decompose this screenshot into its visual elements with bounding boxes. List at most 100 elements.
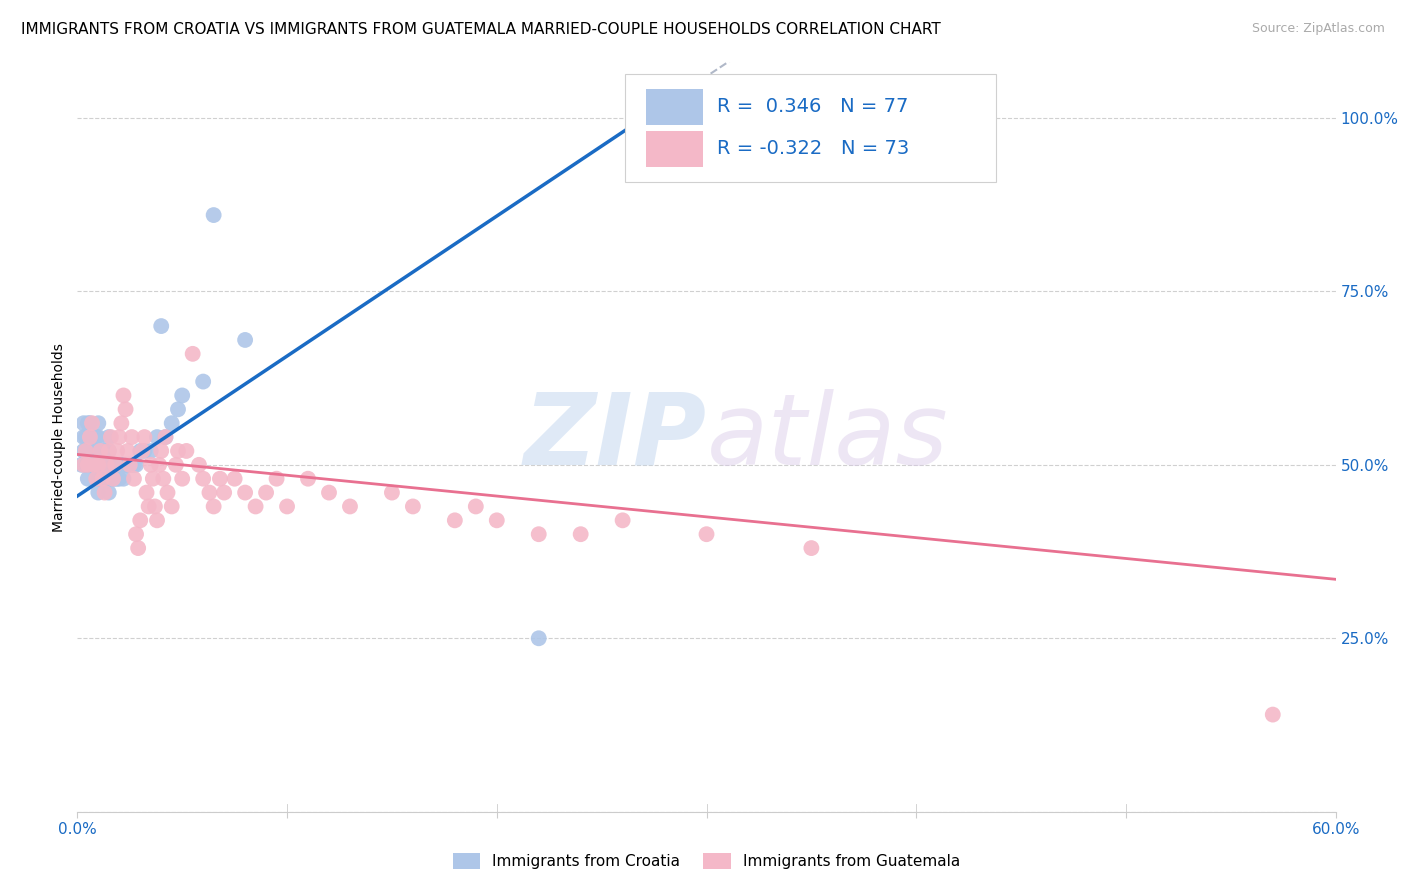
Point — [122, 472, 145, 486]
Text: atlas: atlas — [707, 389, 948, 485]
Point — [91, 472, 114, 486]
Point — [127, 541, 149, 555]
Y-axis label: Married-couple Households: Married-couple Households — [52, 343, 66, 532]
Point — [105, 444, 128, 458]
Point — [112, 388, 135, 402]
Point — [139, 444, 162, 458]
Point — [108, 472, 131, 486]
Point — [97, 430, 120, 444]
Point — [155, 430, 177, 444]
Point — [129, 444, 152, 458]
Point — [143, 500, 166, 514]
Point — [80, 416, 103, 430]
Point — [118, 458, 141, 472]
Point — [464, 500, 486, 514]
Point — [125, 527, 148, 541]
Text: IMMIGRANTS FROM CROATIA VS IMMIGRANTS FROM GUATEMALA MARRIED-COUPLE HOUSEHOLDS C: IMMIGRANTS FROM CROATIA VS IMMIGRANTS FR… — [21, 22, 941, 37]
Point — [1261, 707, 1284, 722]
Point — [87, 485, 110, 500]
Point — [167, 402, 190, 417]
Point — [527, 527, 550, 541]
Point — [100, 458, 122, 472]
Point — [146, 513, 169, 527]
Point — [83, 430, 105, 444]
Point — [696, 527, 718, 541]
Point — [87, 430, 110, 444]
Point — [176, 444, 198, 458]
Point — [146, 430, 169, 444]
Point — [76, 472, 98, 486]
Point — [276, 500, 298, 514]
Point — [165, 458, 187, 472]
Point — [80, 458, 103, 472]
Point — [89, 444, 111, 458]
Point — [233, 333, 256, 347]
Legend: Immigrants from Croatia, Immigrants from Guatemala: Immigrants from Croatia, Immigrants from… — [447, 847, 966, 875]
Point — [142, 472, 165, 486]
Point — [96, 458, 118, 472]
Point — [198, 485, 221, 500]
Point — [121, 458, 143, 472]
Point — [93, 444, 115, 458]
Point — [91, 472, 114, 486]
Point — [245, 500, 267, 514]
Text: Source: ZipAtlas.com: Source: ZipAtlas.com — [1251, 22, 1385, 36]
Point — [117, 458, 139, 472]
Point — [212, 485, 235, 500]
Point — [83, 458, 105, 472]
Point — [75, 444, 97, 458]
Point — [138, 500, 160, 514]
Point — [76, 458, 98, 472]
Point — [72, 444, 94, 458]
Point — [108, 458, 131, 472]
Point — [167, 444, 190, 458]
Point — [84, 472, 107, 486]
Point — [114, 402, 136, 417]
Point — [101, 472, 124, 486]
Point — [181, 347, 204, 361]
Point — [72, 458, 94, 472]
Point — [84, 444, 107, 458]
Point — [156, 485, 179, 500]
Point — [97, 444, 120, 458]
Point — [135, 485, 157, 500]
Point — [80, 444, 103, 458]
Point — [108, 430, 131, 444]
Point — [134, 444, 156, 458]
FancyBboxPatch shape — [624, 74, 995, 182]
Point — [104, 458, 127, 472]
Point — [118, 458, 141, 472]
Bar — [647, 88, 703, 125]
Point — [160, 500, 183, 514]
Point — [93, 472, 115, 486]
Point — [76, 430, 98, 444]
Point — [202, 208, 225, 222]
Point — [97, 444, 120, 458]
Point — [152, 472, 174, 486]
Point — [117, 444, 139, 458]
Point — [134, 430, 156, 444]
Point — [318, 485, 340, 500]
Point — [72, 416, 94, 430]
Text: R =  0.346   N = 77: R = 0.346 N = 77 — [717, 97, 908, 116]
Point — [191, 472, 215, 486]
Point — [91, 458, 114, 472]
Point — [191, 375, 215, 389]
Point — [83, 458, 105, 472]
Point — [87, 416, 110, 430]
Point — [93, 485, 115, 500]
Point — [129, 513, 152, 527]
Point — [96, 472, 118, 486]
Point — [233, 485, 256, 500]
Point — [72, 430, 94, 444]
Point — [122, 458, 145, 472]
Point — [569, 527, 592, 541]
Point — [84, 430, 107, 444]
Point — [160, 416, 183, 430]
Point — [224, 472, 246, 486]
Point — [75, 444, 97, 458]
Point — [97, 458, 120, 472]
Point — [87, 472, 110, 486]
Point — [104, 458, 127, 472]
Point — [121, 430, 143, 444]
